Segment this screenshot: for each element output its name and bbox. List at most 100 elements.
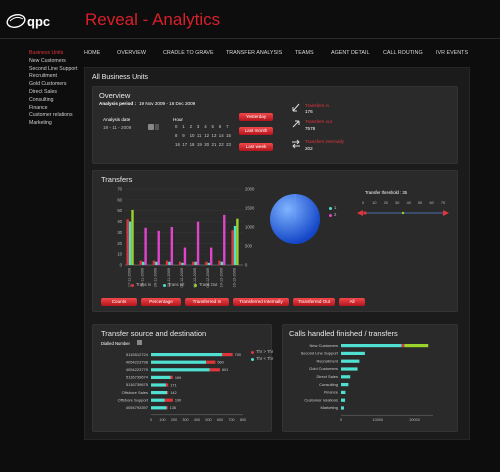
nav-ivr-events[interactable]: IVR EVENTS	[436, 50, 469, 56]
bar-finished	[341, 406, 344, 410]
bar-trans-int	[207, 262, 210, 265]
hour-cell: 11	[197, 133, 202, 138]
nav-overview[interactable]: OVERVIEW	[117, 50, 146, 56]
category-label: 4054793397	[126, 405, 149, 410]
bar-trans-out	[183, 247, 187, 265]
calls-handled-panel: Calls handled finished / transfers New C…	[282, 324, 458, 432]
transfers-out-icon	[292, 120, 300, 128]
x-tick-label: 500	[205, 418, 211, 422]
calendar-icon[interactable]	[148, 124, 154, 130]
sidebar-item-gold-customers[interactable]: Gold Customers	[29, 81, 67, 88]
bar-trans-int	[142, 261, 145, 265]
sidebar-item-direct-sales[interactable]: Direct Sales	[29, 88, 57, 95]
transferred-internally-button[interactable]: Transferred Internally	[233, 298, 289, 306]
category-label: 4054223779	[126, 367, 149, 372]
sidebar-item-recruitment[interactable]: Recruitment	[29, 73, 57, 80]
y-right-tick: 1500	[245, 206, 255, 211]
analysis-date-value[interactable]: 19 - 11 - 2009	[103, 125, 132, 130]
slider-left-arrow-icon	[357, 210, 363, 216]
bar-trans-in	[139, 260, 143, 265]
dialled-number-dropdown-icon[interactable]	[137, 340, 142, 345]
percentage-button[interactable]: Percentage	[141, 298, 181, 306]
data-label: 601	[222, 368, 228, 372]
bar-trans-out	[209, 247, 213, 265]
category-label: Offshore Support	[118, 397, 149, 402]
bar-thr-lt	[151, 391, 168, 395]
counts-button[interactable]: Counts	[101, 298, 137, 306]
analysis-period-label: Analysis period :	[99, 101, 137, 106]
yesterday-button[interactable]: Yesterday	[239, 113, 273, 121]
slider-min-handle	[363, 211, 367, 215]
y-left-tick: 10	[117, 252, 122, 257]
hour-cell: 6	[219, 124, 222, 129]
transfers-bar-chart: 0 10 20 30 40 50 60 70 0 500 1000 1500 2000 17-11-200…	[117, 187, 255, 288]
transfers-title: Transfers	[101, 175, 133, 184]
hour-cell: 17	[182, 142, 187, 147]
threshold-tick: 20	[384, 201, 388, 205]
bar-finished	[341, 383, 349, 387]
legend-trans-int: Trans Int	[168, 282, 185, 287]
transfers-in-value: 176	[305, 109, 313, 114]
hour-cell: 23	[226, 142, 231, 147]
bar-finished	[341, 390, 346, 394]
bar-trans-int	[128, 221, 132, 265]
nav-teams[interactable]: TEAMS	[295, 50, 314, 56]
bar-trans-in	[192, 261, 195, 265]
last-week-button[interactable]: Last week	[239, 143, 273, 151]
sidebar-item-finance[interactable]: Finance	[29, 104, 48, 111]
nav-agent-detail[interactable]: AGENT DETAIL	[331, 50, 370, 56]
transferred-out-button[interactable]: Transferred Out	[293, 298, 335, 306]
hour-cell: 10	[190, 133, 195, 138]
bar-transfers	[401, 344, 405, 348]
hour-cell: 19	[197, 142, 202, 147]
bar-trans-in	[126, 219, 129, 265]
threshold-slider[interactable]: 0 10 20 30 40 50 60 70	[353, 199, 453, 225]
sidebar-item-second-line-support[interactable]: Second Line Support	[29, 65, 78, 72]
nav-transfer-analysis[interactable]: TRANSFER ANALYSIS	[226, 50, 283, 56]
hour-cell: 3	[197, 124, 200, 129]
x-tick-label: 200	[171, 418, 177, 422]
bar-thr-gt	[164, 398, 173, 402]
nav-call-routing[interactable]: CALL ROUTING	[383, 50, 423, 56]
data-label: 560	[217, 361, 223, 365]
category-label: 5116739675	[126, 382, 149, 387]
date-spinner-icon[interactable]	[155, 124, 159, 130]
sidebar-item-new-customers[interactable]: New Customers	[29, 57, 66, 64]
y-right-tick: 500	[245, 244, 253, 249]
data-label: 190	[175, 399, 181, 403]
bar-trans-in	[205, 261, 208, 265]
y-right-tick: 2000	[245, 187, 255, 192]
sidebar-item-business-units[interactable]: Business Units	[29, 50, 64, 56]
transfers-pie-chart	[270, 194, 320, 244]
pie-legend-1-marker	[329, 207, 332, 210]
bar-trans-out	[223, 214, 226, 265]
bar-trans-in	[165, 260, 169, 265]
nav-cradle-to-grave[interactable]: CRADLE TO GRAVE	[163, 50, 214, 56]
bar-trans-int	[155, 261, 158, 265]
all-button[interactable]: All	[339, 298, 365, 306]
x-tick-label: 03-12-2009	[193, 268, 197, 287]
sidebar-item-customer-relations[interactable]: Customer relations	[29, 112, 73, 119]
x-tick-label: 20000	[409, 418, 420, 422]
legend-trans-int-marker	[163, 284, 166, 287]
hour-cell: 21	[212, 142, 217, 147]
last-month-button[interactable]: Last month	[239, 127, 273, 135]
x-tick-label: 23-11-2009	[167, 268, 171, 287]
x-tick-label: 16-12-2009	[232, 268, 236, 287]
bar-thr-gt	[222, 353, 233, 357]
hour-cell: 22	[219, 142, 224, 147]
hour-cell: 2	[190, 124, 193, 129]
bar-thr-gt	[166, 406, 168, 410]
hour-cell: 9	[182, 133, 185, 138]
sidebar-item-consulting[interactable]: Consulting	[29, 96, 54, 103]
legend-trans-in-marker	[131, 284, 134, 287]
bar-thr-gt	[206, 360, 216, 364]
logo-text: qpc	[27, 14, 50, 29]
sidebar-item-marketing[interactable]: Marketing	[29, 120, 52, 127]
y-left-tick: 40	[117, 219, 122, 224]
nav-home[interactable]: HOME	[84, 50, 101, 56]
data-label: 136	[170, 406, 176, 410]
bar-trans-out	[170, 227, 174, 265]
transferred-in-button[interactable]: Transferred In	[185, 298, 229, 306]
